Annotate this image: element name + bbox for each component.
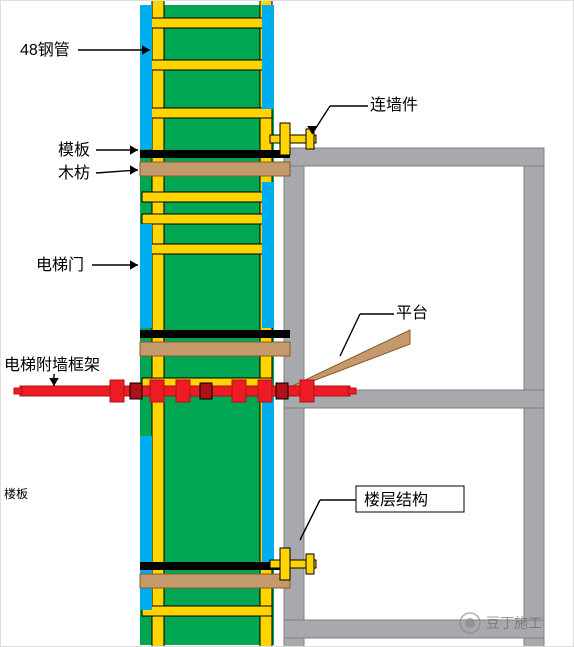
label-formwork: 模板	[58, 141, 90, 159]
svg-text:豆丁施工: 豆丁施工	[486, 615, 542, 631]
floor-structure	[284, 148, 544, 647]
label-floor-structure: 楼层结构	[364, 491, 428, 509]
label-floor-slab: 楼板	[4, 486, 28, 501]
label-elevator-door: 电梯门	[36, 256, 84, 274]
label-wall-frame: 电梯附墙框架	[4, 356, 100, 374]
wall-attached-frame	[14, 380, 356, 402]
label-wood-beam: 木枋	[58, 164, 90, 182]
label-wall-tie: 连墙件	[370, 96, 418, 114]
label-platform: 平台	[396, 304, 428, 322]
label-steel-pipe: 48钢管	[20, 41, 70, 59]
